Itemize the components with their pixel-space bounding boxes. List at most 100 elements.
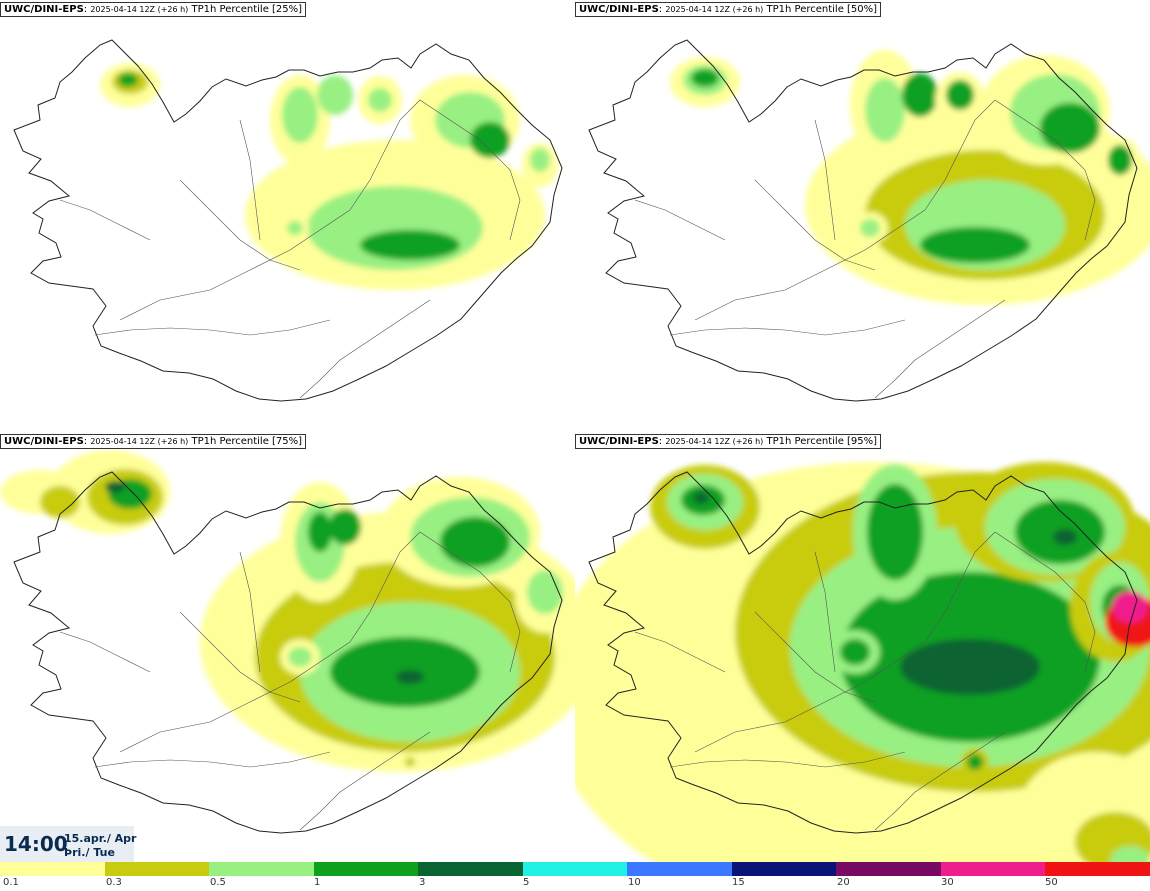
precip-field — [100, 63, 558, 290]
roads — [59, 531, 521, 831]
legend-label: 15 — [732, 877, 745, 888]
precip-blob — [440, 517, 510, 567]
precip-blob — [288, 647, 312, 667]
road — [349, 99, 421, 211]
road — [419, 99, 521, 241]
map-panel-p25: UWC/DINI-EPS: 2025-04-14 12Z (+26 h) TP1… — [0, 0, 575, 430]
precip-blob — [405, 757, 415, 767]
road — [59, 631, 151, 673]
legend-swatch — [209, 862, 314, 876]
legend-label: 5 — [523, 877, 530, 888]
precip-blob — [946, 80, 974, 110]
legend-swatch — [1045, 862, 1150, 876]
legend-label: 20 — [837, 877, 850, 888]
legend-label: 0.1 — [3, 877, 19, 888]
coastline — [13, 471, 563, 834]
precip-legend — [0, 862, 1150, 876]
legend-label: 0.5 — [210, 877, 226, 888]
legend-swatch — [418, 862, 523, 876]
precip-blob — [396, 670, 424, 684]
precip-field — [0, 450, 575, 772]
legend-swatch — [731, 862, 837, 876]
road — [874, 299, 1006, 399]
map-panel-p95: UWC/DINI-EPS: 2025-04-14 12Z (+26 h) TP1… — [575, 432, 1150, 862]
precip-blob — [527, 570, 563, 614]
legend-swatch — [836, 862, 941, 876]
precip-blob — [287, 221, 303, 235]
panel-title: UWC/DINI-EPS: 2025-04-14 12Z (+26 h) TP1… — [575, 2, 882, 17]
panel-title: UWC/DINI-EPS: 2025-04-14 12Z (+26 h) TP1… — [575, 434, 882, 449]
precip-blob — [865, 78, 905, 142]
precip-blob — [308, 512, 332, 552]
legend-swatch — [522, 862, 628, 876]
precip-blob — [691, 69, 719, 87]
precip-blob — [967, 754, 983, 770]
road — [924, 99, 996, 211]
precip-blob — [900, 639, 1040, 695]
precip-map — [0, 450, 575, 834]
road — [814, 119, 836, 241]
road — [94, 751, 331, 768]
valid-time-box: 14:00 15.apr./ Apr Þri./ Tue — [0, 826, 137, 862]
legend-swatch — [104, 862, 210, 876]
road — [239, 551, 261, 673]
legend-label: 3 — [419, 877, 426, 888]
precip-map — [588, 39, 1150, 402]
valid-time: 14:00 — [4, 832, 68, 856]
precip-field — [575, 462, 1150, 862]
map-panel-p50: UWC/DINI-EPS: 2025-04-14 12Z (+26 h) TP1… — [575, 0, 1150, 430]
precip-field — [670, 50, 1150, 305]
precip-blob — [920, 227, 1030, 263]
coastline — [13, 39, 563, 402]
road — [179, 179, 301, 271]
legend-label: 30 — [941, 877, 954, 888]
roads — [59, 99, 521, 399]
precip-blob — [470, 122, 510, 158]
legend-label: 0.3 — [106, 877, 122, 888]
legend-label: 10 — [628, 877, 641, 888]
road — [119, 641, 351, 753]
precip-blob — [693, 492, 709, 504]
precip-blob — [1053, 529, 1077, 545]
precip-blob — [329, 509, 361, 545]
valid-weekday: Þri./ Tue — [64, 846, 115, 859]
road — [694, 641, 926, 753]
precip-blob — [1112, 591, 1148, 623]
precip-blob — [1108, 145, 1132, 175]
road — [634, 199, 726, 241]
precip-legend-labels: 0.1 0.3 0.5 1 3 5 10 15 20 30 50 — [0, 877, 1150, 891]
precip-map — [575, 462, 1150, 862]
road — [634, 631, 726, 673]
valid-date: 15.apr./ Apr — [64, 832, 137, 845]
road — [924, 531, 996, 643]
road — [994, 99, 1096, 241]
precip-map — [13, 39, 563, 402]
precip-blob — [860, 219, 880, 237]
road — [299, 731, 431, 831]
precip-blob — [1040, 103, 1100, 153]
precip-blob — [902, 73, 938, 117]
legend-swatch — [627, 862, 732, 876]
legend-swatch — [313, 862, 419, 876]
road — [669, 751, 906, 768]
road — [299, 299, 431, 399]
panel-title: UWC/DINI-EPS: 2025-04-14 12Z (+26 h) TP1… — [0, 434, 307, 449]
road — [874, 731, 1006, 831]
road — [59, 199, 151, 241]
road — [239, 119, 261, 241]
precip-blob — [360, 230, 460, 260]
legend-label: 1 — [314, 877, 321, 888]
coastline — [588, 471, 1138, 834]
precip-blob — [282, 87, 318, 143]
road — [94, 319, 331, 336]
roads — [634, 99, 1096, 399]
precip-blob — [530, 148, 550, 172]
road — [179, 611, 301, 703]
precip-blob — [105, 481, 125, 493]
precip-blob — [40, 486, 80, 518]
road — [754, 611, 876, 703]
roads — [634, 531, 1096, 831]
precip-blob — [118, 73, 138, 87]
road — [119, 209, 351, 321]
precip-blob — [368, 88, 392, 112]
